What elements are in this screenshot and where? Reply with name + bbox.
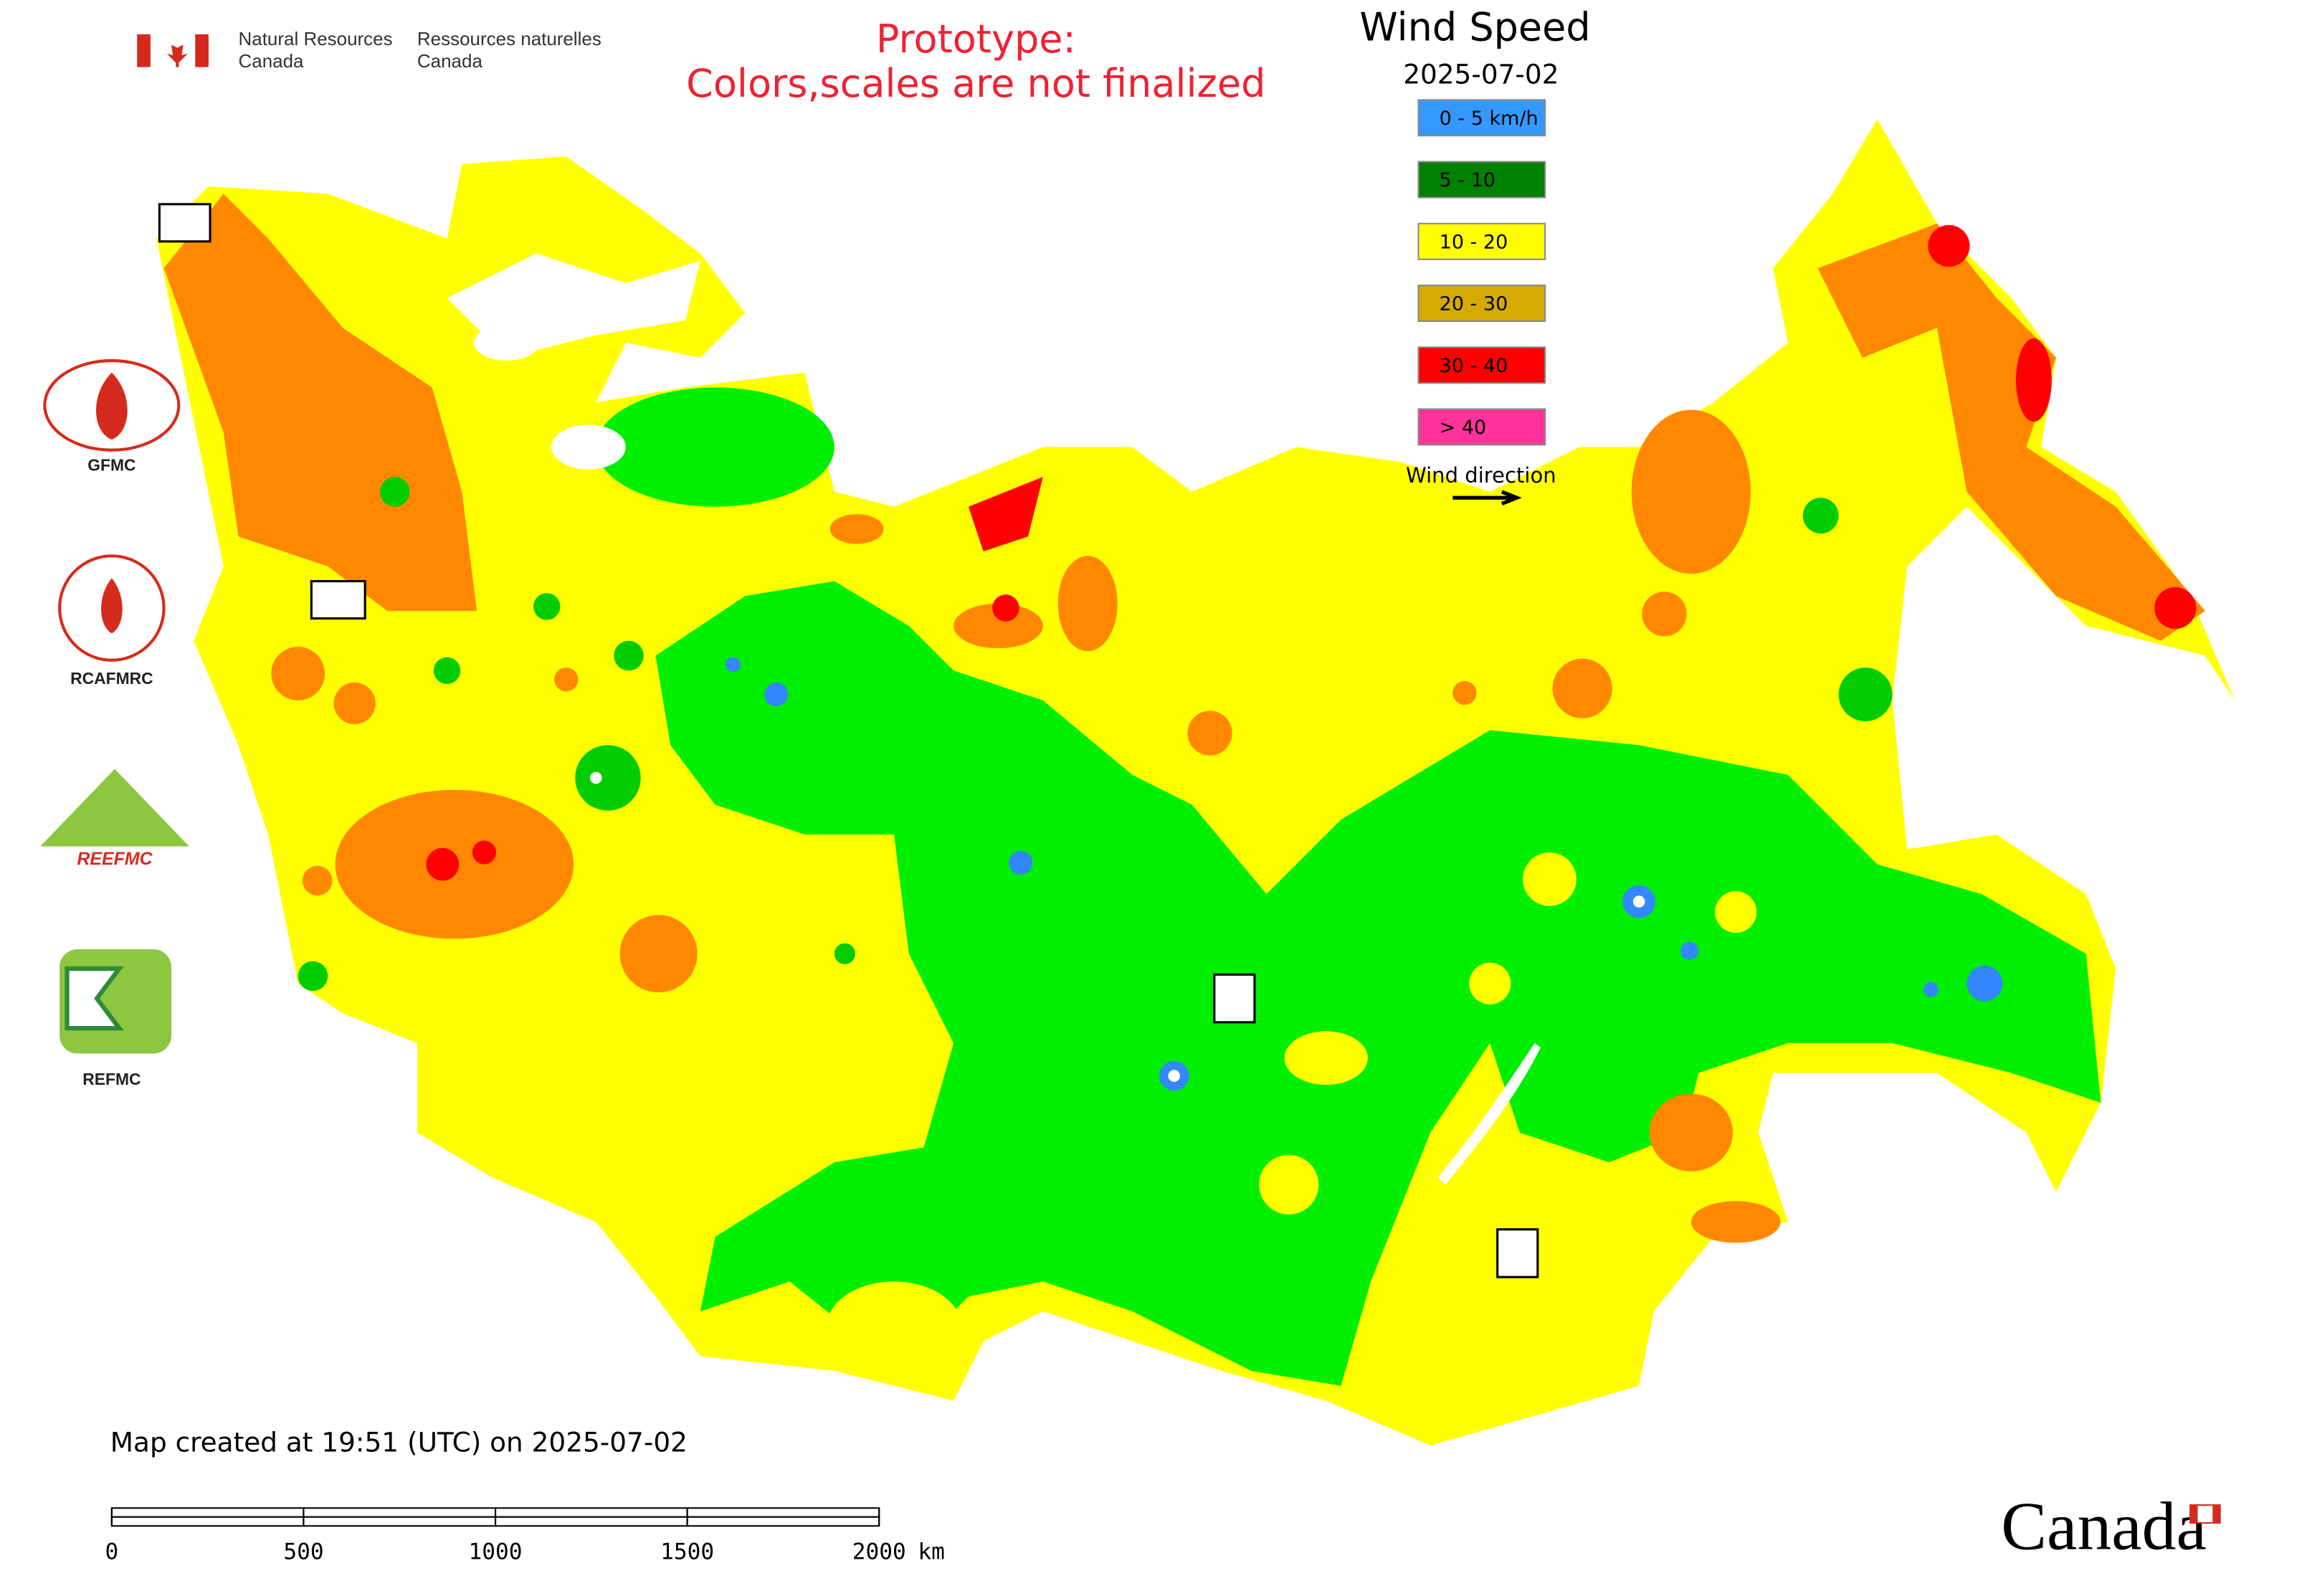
green-spots [298, 477, 1893, 992]
legend-swatch [1417, 99, 1546, 137]
legend-swatch [1417, 346, 1546, 384]
legend-date: 2025-07-02 [1403, 59, 1559, 90]
scale-segment [303, 1516, 497, 1527]
dept-fr-1: Ressources naturelles [417, 28, 601, 49]
logo-label: REEFMC [77, 849, 153, 869]
scale-segment [110, 1516, 305, 1527]
legend-label: 0 - 5 km/h [1440, 108, 1538, 130]
scale-segment [495, 1516, 688, 1527]
scale-label: 0 [105, 1539, 118, 1565]
zone-red [426, 224, 2197, 881]
zone-green [596, 387, 834, 507]
legend: 0 - 5 km/h 5 - 10 10 - 20 20 - 30 30 - 40 > 4… [1417, 99, 1546, 446]
logo-label: RCAFMRC [70, 669, 153, 688]
logo-label: REFMC [82, 1070, 141, 1088]
scale-segment [686, 1507, 880, 1518]
scale-unit: km [918, 1539, 945, 1565]
water [447, 253, 1645, 1185]
dept-en-2: Canada [239, 50, 305, 72]
yellow-patches [827, 852, 1757, 1372]
scale-segment [495, 1507, 688, 1518]
legend-label: > 40 [1440, 417, 1487, 439]
legend-title: Wind Speed [1359, 4, 1590, 49]
dept-en-1: Natural Resources [239, 28, 393, 49]
dept-fr-2: Canada [417, 50, 483, 72]
map [156, 119, 2235, 1446]
zone-green [655, 581, 2101, 1386]
logos: GFMC RCAFMRC REEFMC REFMC [40, 358, 189, 1088]
nrcan-signature: Natural Resources Canada Ressources natu… [137, 28, 601, 72]
scale-segment [110, 1507, 305, 1518]
wind-arrow [1452, 490, 1522, 505]
scale-label: 1000 [469, 1539, 523, 1565]
legend-label: 10 - 20 [1440, 231, 1508, 253]
scale-bar: 0 500 1000 1500 2000 km [105, 1507, 945, 1565]
scale-label: 500 [283, 1539, 323, 1565]
created-note: Map created at 19:51 (UTC) on 2025-07-02 [110, 1426, 688, 1458]
notice-2: Colors,scales are not finalized [686, 61, 1265, 106]
legend-swatch [1417, 222, 1546, 260]
scale-label: 1500 [660, 1539, 714, 1565]
logo-label: GFMC [87, 456, 135, 475]
legend-label: 5 - 10 [1440, 169, 1495, 191]
zone-orange [163, 194, 2205, 1243]
scale-segment [303, 1507, 497, 1518]
scale-segment [686, 1516, 880, 1527]
legend-label: 30 - 40 [1440, 355, 1508, 377]
canada-wordmark: Canada [2001, 1488, 2207, 1564]
map-markers [158, 203, 1539, 1278]
legend-swatch [1417, 408, 1546, 446]
scale-label: 2000 [852, 1539, 906, 1565]
legend-label: 20 - 30 [1440, 293, 1508, 315]
notice-1: Prototype: [876, 16, 1076, 62]
legend-swatch [1417, 161, 1546, 199]
wind-direction-label: Wind direction [1406, 463, 1556, 488]
legend-swatch [1417, 285, 1546, 322]
